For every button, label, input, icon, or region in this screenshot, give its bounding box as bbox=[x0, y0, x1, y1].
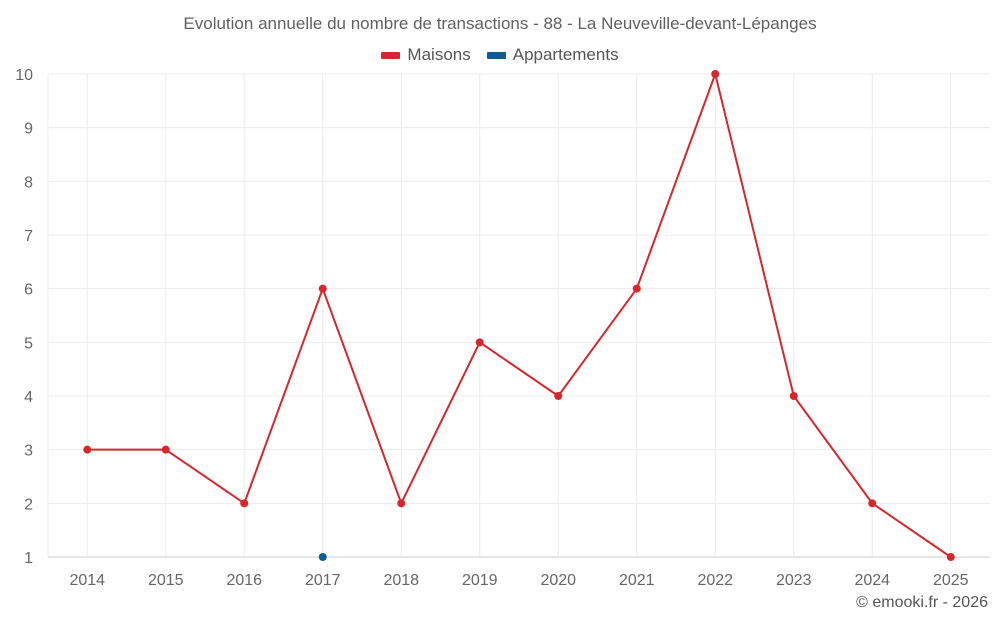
y-tick-label: 3 bbox=[24, 443, 33, 460]
y-tick-label: 6 bbox=[24, 282, 33, 299]
series-line-maisons bbox=[87, 73, 952, 558]
credit-text: © emooki.fr - 2026 bbox=[856, 594, 988, 611]
x-tick-label: 2016 bbox=[226, 572, 262, 589]
x-tick-label: 2018 bbox=[383, 572, 419, 589]
x-tick-label: 2021 bbox=[619, 572, 655, 589]
data-point-maisons-2015[interactable] bbox=[161, 445, 170, 454]
data-point-maisons-2022[interactable] bbox=[711, 70, 720, 78]
x-tick-label: 2023 bbox=[776, 572, 812, 589]
y-tick-label: 8 bbox=[24, 174, 33, 191]
y-tick-label: 5 bbox=[24, 335, 33, 352]
x-tick-label: 2022 bbox=[697, 572, 733, 589]
x-tick-label: 2014 bbox=[69, 572, 105, 589]
data-point-maisons-2025[interactable] bbox=[946, 553, 955, 561]
data-point-maisons-2016[interactable] bbox=[240, 499, 249, 508]
x-tick-label: 2020 bbox=[540, 572, 576, 589]
data-point-maisons-2014[interactable] bbox=[83, 445, 92, 454]
data-point-appartements-2017[interactable] bbox=[318, 553, 327, 561]
data-point-maisons-2019[interactable] bbox=[475, 338, 484, 347]
y-tick-label: 9 bbox=[24, 121, 33, 138]
y-tick-label: 4 bbox=[24, 389, 33, 406]
legend-item-appartements[interactable]: Appartements bbox=[486, 45, 619, 65]
x-tick-label: 2024 bbox=[854, 572, 890, 589]
chart-title: Evolution annuelle du nombre de transact… bbox=[183, 14, 817, 33]
legend-label-appartements: Appartements bbox=[512, 45, 619, 64]
x-tick-label: 2019 bbox=[462, 572, 498, 589]
legend-label-maisons: Maisons bbox=[407, 45, 471, 64]
legend-swatch-maisons bbox=[381, 51, 401, 59]
y-tick-label: 10 bbox=[15, 67, 33, 84]
x-tick-label: 2025 bbox=[933, 572, 969, 589]
data-point-maisons-2021[interactable] bbox=[632, 284, 641, 293]
y-tick-label: 2 bbox=[24, 496, 33, 513]
chart-legend: Maisons Appartements bbox=[0, 45, 1000, 65]
x-tick-label: 2017 bbox=[305, 572, 341, 589]
data-point-maisons-2023[interactable] bbox=[789, 392, 798, 400]
y-tick-label: 7 bbox=[24, 228, 33, 245]
legend-swatch-appartements bbox=[486, 51, 506, 59]
data-point-maisons-2024[interactable] bbox=[868, 499, 877, 508]
data-point-maisons-2017[interactable] bbox=[318, 284, 327, 293]
data-point-maisons-2018[interactable] bbox=[397, 499, 406, 508]
x-tick-label: 2015 bbox=[148, 572, 184, 589]
legend-item-maisons[interactable]: Maisons bbox=[381, 45, 471, 65]
y-tick-label: 1 bbox=[24, 550, 33, 567]
data-point-maisons-2020[interactable] bbox=[554, 392, 563, 400]
